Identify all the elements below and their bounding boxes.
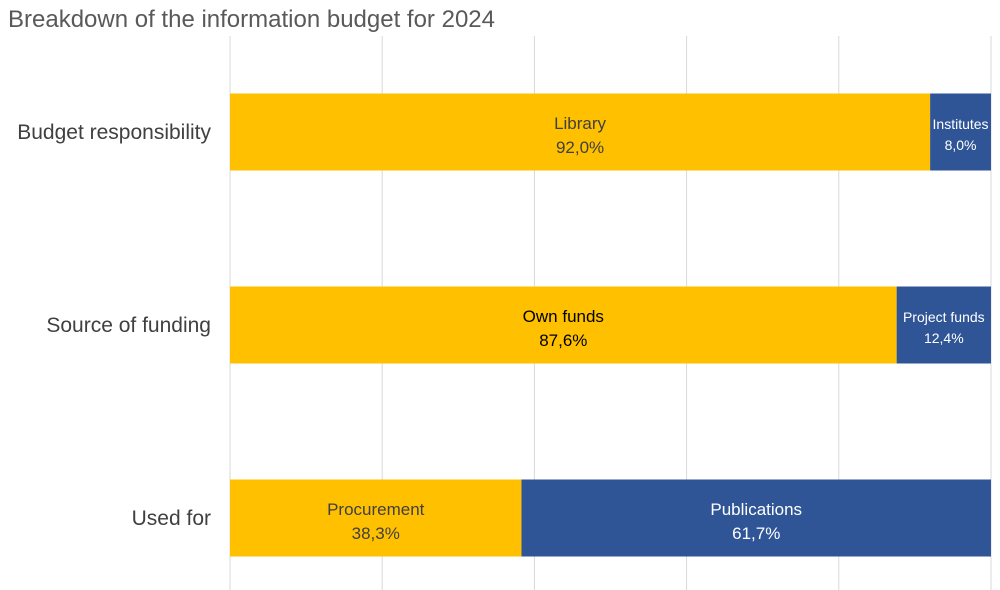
segment-value-label: 61,7% xyxy=(732,524,780,543)
segment-value-label: 87,6% xyxy=(539,331,587,350)
bar-segment xyxy=(230,93,931,171)
category-label: Used for xyxy=(132,507,211,530)
segment-value-label: 38,3% xyxy=(352,524,400,543)
bar-segment xyxy=(521,479,991,557)
segment-name-label: Publications xyxy=(710,500,802,519)
bar-segment xyxy=(896,286,991,364)
segment-name-label: Project funds xyxy=(903,309,985,325)
segment-name-label: Own funds xyxy=(523,307,604,326)
bar-segment xyxy=(230,286,897,364)
bar-segment xyxy=(930,93,991,171)
segment-name-label: Institutes xyxy=(933,116,989,132)
segment-value-label: 92,0% xyxy=(556,138,604,157)
segment-value-label: 12,4% xyxy=(924,330,964,346)
segment-value-label: 8,0% xyxy=(945,137,977,153)
category-label: Budget responsibility xyxy=(17,121,211,144)
chart-title: Breakdown of the information budget for … xyxy=(8,6,495,33)
segment-name-label: Library xyxy=(554,114,606,133)
category-label: Source of funding xyxy=(46,314,211,337)
bar-segment xyxy=(230,479,522,557)
segment-name-label: Procurement xyxy=(327,500,425,519)
